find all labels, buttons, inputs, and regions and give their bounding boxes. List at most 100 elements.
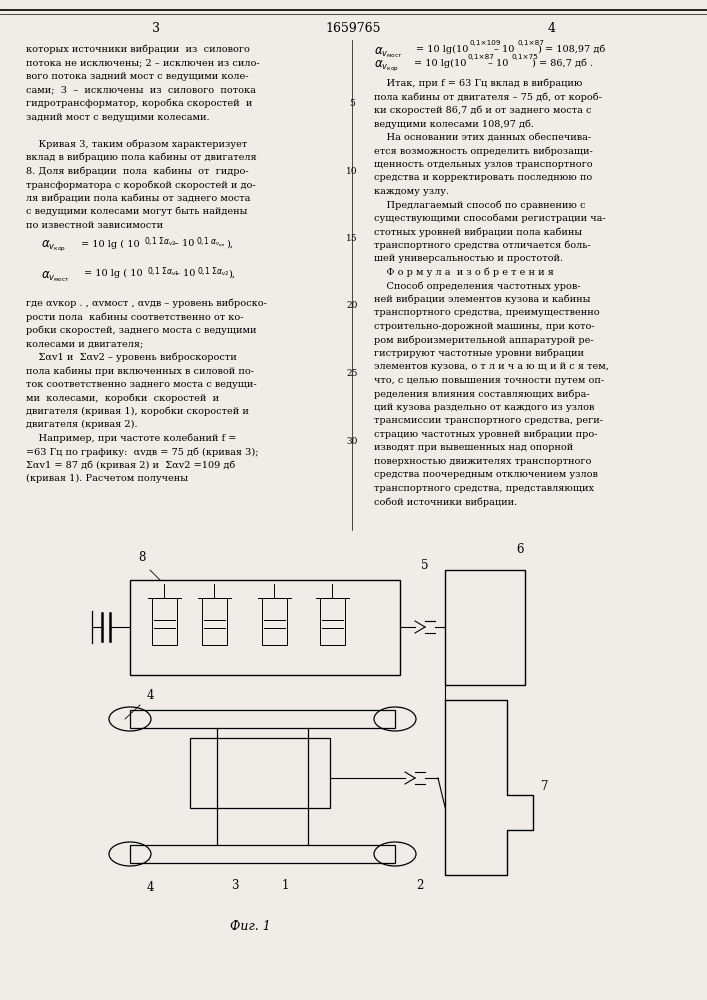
- Text: ),: ),: [226, 239, 233, 248]
- Text: где αvкор . , αvмост , αvдв – уровень виброско-: где αvкор . , αvмост , αvдв – уровень ви…: [26, 299, 267, 308]
- Text: ром виброизмерительной аппаратурой ре-: ром виброизмерительной аппаратурой ре-: [374, 335, 594, 345]
- Text: существующими способами регистрации ча-: существующими способами регистрации ча-: [374, 214, 606, 223]
- Text: 20: 20: [346, 302, 358, 310]
- Text: ней вибрации элементов кузова и кабины: ней вибрации элементов кузова и кабины: [374, 295, 590, 304]
- Text: собой источники вибрации.: собой источники вибрации.: [374, 497, 518, 507]
- Text: сами;  3  –  исключены  из  силового  потока: сами; 3 – исключены из силового потока: [26, 86, 256, 95]
- Text: пола кабины от двигателя – 75 дб, от короб-: пола кабины от двигателя – 75 дб, от кор…: [374, 92, 602, 102]
- Text: трансмиссии транспортного средства, реги-: трансмиссии транспортного средства, реги…: [374, 416, 603, 425]
- Text: транспортного средства отличается боль-: транспортного средства отличается боль-: [374, 241, 591, 250]
- Text: 0,1×87: 0,1×87: [517, 40, 544, 46]
- Text: Способ определения частотных уров-: Способ определения частотных уров-: [374, 281, 580, 291]
- Text: – 10: – 10: [174, 239, 194, 248]
- Text: Σαv1 и  Σαv2 – уровень виброскорости: Σαv1 и Σαv2 – уровень виброскорости: [26, 353, 237, 362]
- Text: $\alpha_{v_{\rm мост}}$: $\alpha_{v_{\rm мост}}$: [374, 45, 403, 60]
- Text: ется возможность определить виброзащи-: ется возможность определить виброзащи-: [374, 146, 592, 156]
- Text: шей универсальностью и простотой.: шей универсальностью и простотой.: [374, 254, 563, 263]
- Bar: [130, 580, 400, 675]
- Text: ) = 108,97 дб: ) = 108,97 дб: [538, 45, 605, 54]
- Text: стотных уровней вибрации пола кабины: стотных уровней вибрации пола кабины: [374, 227, 582, 237]
- Text: 8. Доля вибрации  пола  кабины  от  гидро-: 8. Доля вибрации пола кабины от гидро-: [26, 166, 249, 176]
- Text: = 10 lg(10: = 10 lg(10: [414, 58, 467, 68]
- Text: Например, при частоте колебаний f =: Например, при частоте колебаний f =: [26, 434, 236, 443]
- Text: рости пола  кабины соответственно от ко-: рости пола кабины соответственно от ко-: [26, 312, 243, 322]
- Text: 0,1×87: 0,1×87: [467, 53, 494, 60]
- Text: 3: 3: [231, 879, 239, 892]
- Text: 0,1×75: 0,1×75: [511, 53, 538, 60]
- Text: 15: 15: [346, 234, 358, 243]
- Text: ределения влияния составляющих вибра-: ределения влияния составляющих вибра-: [374, 389, 590, 399]
- Text: – 10: – 10: [488, 58, 508, 68]
- Text: вого потока задний мост с ведущими коле-: вого потока задний мост с ведущими коле-: [26, 72, 248, 81]
- Text: 6: 6: [516, 543, 524, 556]
- Text: 10: 10: [346, 166, 358, 176]
- Text: Фиг. 1: Фиг. 1: [230, 920, 270, 933]
- Text: средства и корректировать последнюю по: средства и корректировать последнюю по: [374, 173, 592, 182]
- Bar: [130, 845, 395, 863]
- Text: = 10 lg(10: = 10 lg(10: [416, 45, 468, 54]
- Text: робки скоростей, заднего моста с ведущими: робки скоростей, заднего моста с ведущим…: [26, 326, 257, 335]
- Text: $\alpha_{v_{\rm кор}}$: $\alpha_{v_{\rm кор}}$: [374, 58, 399, 74]
- Bar: [190, 738, 330, 808]
- Text: строительно-дорожной машины, при кото-: строительно-дорожной машины, при кото-: [374, 322, 595, 331]
- Text: с ведущими колесами могут быть найдены: с ведущими колесами могут быть найдены: [26, 207, 247, 217]
- Text: страцию частотных уровней вибрации про-: страцию частотных уровней вибрации про-: [374, 430, 597, 439]
- Text: 0,1 $\Sigma\alpha_{v2}$: 0,1 $\Sigma\alpha_{v2}$: [197, 265, 230, 278]
- Text: 4: 4: [547, 21, 556, 34]
- Text: 3: 3: [151, 21, 160, 34]
- Text: Предлагаемый способ по сравнению с: Предлагаемый способ по сравнению с: [374, 200, 585, 210]
- Text: 30: 30: [346, 436, 358, 446]
- Text: ми  колесами,  коробки  скоростей  и: ми колесами, коробки скоростей и: [26, 393, 219, 403]
- Text: 8: 8: [138, 551, 146, 564]
- Text: трансформатора с коробкой скоростей и до-: трансформатора с коробкой скоростей и до…: [26, 180, 256, 190]
- Text: 1659765: 1659765: [326, 21, 381, 34]
- Text: – 10: – 10: [494, 45, 515, 54]
- Text: 5: 5: [421, 559, 428, 572]
- Text: Итак, при f = 63 Гц вклад в вибрацию: Итак, при f = 63 Гц вклад в вибрацию: [374, 79, 583, 88]
- Text: транспортного средства, представляющих: транспортного средства, представляющих: [374, 484, 594, 493]
- Text: (кривая 1). Расчетом получены: (кривая 1). Расчетом получены: [26, 474, 188, 483]
- Bar: [262, 598, 287, 645]
- Text: 0,1 $\Sigma\alpha_{v1}$: 0,1 $\Sigma\alpha_{v1}$: [147, 265, 180, 278]
- Text: 4: 4: [146, 881, 153, 894]
- Bar: [152, 598, 177, 645]
- Text: пола кабины при включенных в силовой по-: пола кабины при включенных в силовой по-: [26, 366, 254, 376]
- Text: ки скоростей 86,7 дб и от заднего моста с: ки скоростей 86,7 дб и от заднего моста …: [374, 106, 592, 115]
- Text: 1: 1: [281, 879, 288, 892]
- Text: $\alpha_{v_{\rm мост}}$: $\alpha_{v_{\rm мост}}$: [41, 269, 70, 284]
- Text: каждому узлу.: каждому узлу.: [374, 187, 449, 196]
- Text: вклад в вибрацию пола кабины от двигателя: вклад в вибрацию пола кабины от двигател…: [26, 153, 257, 162]
- Text: ля вибрации пола кабины от заднего моста: ля вибрации пола кабины от заднего моста: [26, 194, 250, 203]
- Text: ведущими колесами 108,97 дб.: ведущими колесами 108,97 дб.: [374, 119, 534, 129]
- Text: На основании этих данных обеспечива-: На основании этих данных обеспечива-: [374, 133, 591, 142]
- Text: 0,1 $\Sigma\alpha_{v2}$: 0,1 $\Sigma\alpha_{v2}$: [144, 235, 177, 248]
- Text: 7: 7: [541, 780, 549, 794]
- Text: 0,1 $\alpha_{v_{\rm дв}}$: 0,1 $\alpha_{v_{\rm дв}}$: [196, 235, 226, 249]
- Text: изводят при вывешенных над опорной: изводят при вывешенных над опорной: [374, 443, 573, 452]
- Text: ),: ),: [228, 269, 235, 278]
- Text: – 10: – 10: [175, 269, 195, 278]
- Text: ток соответственно заднего моста с ведущи-: ток соответственно заднего моста с ведущ…: [26, 380, 257, 389]
- Text: Ф о р м у л а  и з о б р е т е н и я: Ф о р м у л а и з о б р е т е н и я: [374, 268, 554, 277]
- Text: транспортного средства, преимущественно: транспортного средства, преимущественно: [374, 308, 600, 317]
- Text: ) = 86,7 дб .: ) = 86,7 дб .: [532, 58, 593, 68]
- Text: колесами и двигателя;: колесами и двигателя;: [26, 339, 144, 348]
- Bar: [445, 570, 525, 685]
- Text: Σαv1 = 87 дб (кривая 2) и  Σαv2 =109 дб: Σαv1 = 87 дб (кривая 2) и Σαv2 =109 дб: [26, 461, 235, 470]
- Text: задний мост с ведущими колесами.: задний мост с ведущими колесами.: [26, 112, 209, 121]
- Text: что, с целью повышения точности путем оп-: что, с целью повышения точности путем оп…: [374, 376, 604, 385]
- Text: = 10 lg ( 10: = 10 lg ( 10: [81, 239, 139, 249]
- Text: 4: 4: [146, 689, 153, 702]
- Text: которых источники вибрации  из  силового: которых источники вибрации из силового: [26, 45, 250, 54]
- Text: средства поочередным отключением узлов: средства поочередным отключением узлов: [374, 470, 598, 479]
- Text: потока не исключены; 2 – исключен из сило-: потока не исключены; 2 – исключен из сил…: [26, 58, 259, 68]
- Text: 5: 5: [349, 99, 355, 108]
- Text: Кривая 3, таким образом характеризует: Кривая 3, таким образом характеризует: [26, 139, 247, 149]
- Text: гистрируют частотные уровни вибрации: гистрируют частотные уровни вибрации: [374, 349, 584, 358]
- Text: 2: 2: [416, 879, 423, 892]
- Bar: [202, 598, 227, 645]
- Text: =63 Гц по графику:  αvдв = 75 дб (кривая 3);: =63 Гц по графику: αvдв = 75 дб (кривая …: [26, 447, 259, 457]
- Text: ций кузова раздельно от каждого из узлов: ций кузова раздельно от каждого из узлов: [374, 403, 595, 412]
- Text: по известной зависимости: по известной зависимости: [26, 221, 163, 230]
- Text: двигателя (кривая 2).: двигателя (кривая 2).: [26, 420, 138, 429]
